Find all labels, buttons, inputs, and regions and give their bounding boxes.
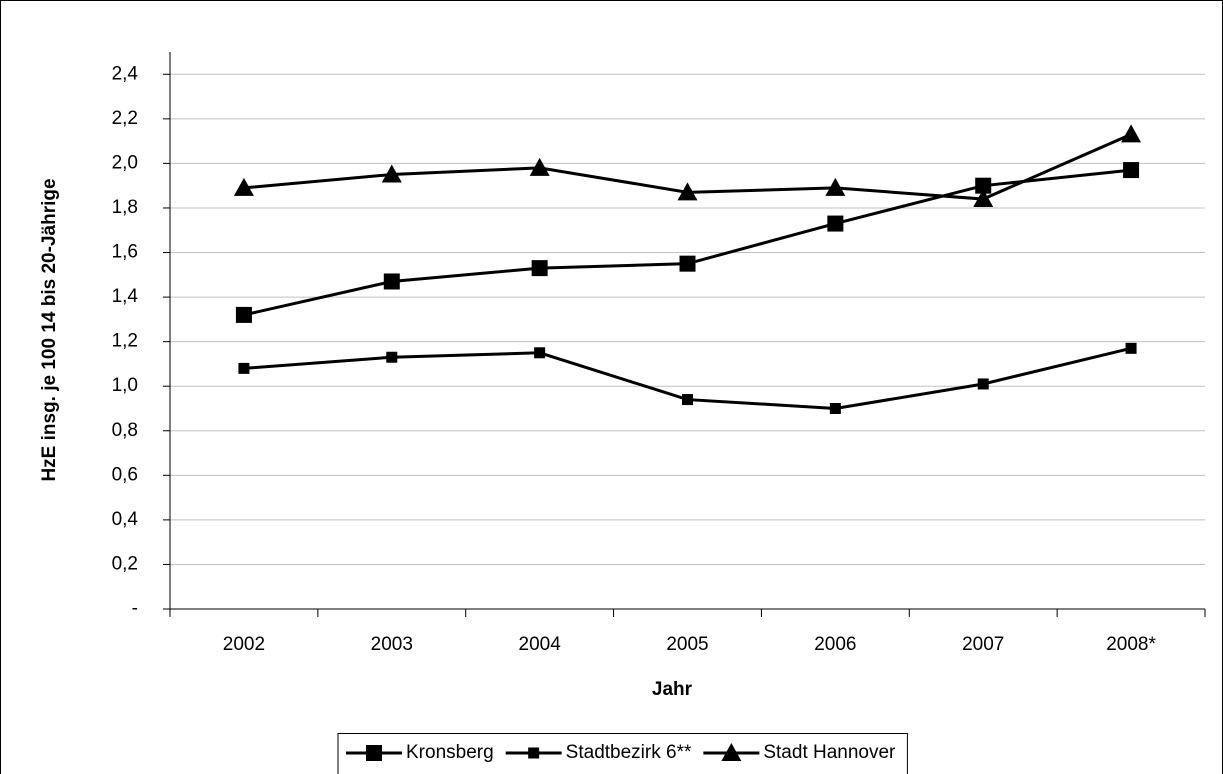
- marker: [682, 394, 693, 406]
- marker: [977, 378, 989, 390]
- marker: [528, 747, 540, 759]
- legend: Kronsberg Stadtbezirk 6** Stadt Hannover: [337, 733, 908, 774]
- x-axis-label: Jahr: [652, 679, 693, 700]
- y-tick-label: -: [132, 598, 138, 619]
- marker: [529, 157, 550, 176]
- marker: [975, 177, 992, 194]
- marker: [233, 177, 254, 196]
- legend-label: Stadt Hannover: [763, 742, 896, 763]
- y-tick-label: 2,0: [112, 152, 138, 173]
- y-tick-label: 0,6: [112, 464, 138, 485]
- marker: [235, 306, 252, 323]
- marker: [386, 351, 398, 363]
- marker: [829, 402, 841, 414]
- marker: [677, 182, 698, 201]
- y-tick-label: 1,8: [112, 197, 138, 218]
- x-tick-label: 2003: [371, 634, 413, 655]
- marker: [531, 260, 548, 277]
- marker: [1121, 124, 1142, 143]
- y-tick-label: 1,4: [112, 286, 139, 307]
- y-tick-label: 1,0: [112, 375, 138, 396]
- marker: [534, 347, 546, 359]
- y-tick-label: 0,8: [112, 420, 138, 441]
- marker: [238, 362, 250, 374]
- marker: [973, 189, 994, 208]
- y-tick-label: 2,4: [112, 63, 139, 84]
- marker: [366, 745, 382, 761]
- marker: [381, 164, 402, 183]
- marker: [721, 743, 742, 761]
- marker: [827, 215, 844, 232]
- x-tick-label: 2005: [666, 634, 708, 655]
- legend-label: Stadtbezirk 6**: [566, 742, 692, 763]
- x-tick-label: 2006: [814, 634, 856, 655]
- marker: [679, 255, 696, 272]
- y-tick-label: 0,2: [112, 553, 138, 574]
- y-tick-label: 0,4: [112, 509, 139, 530]
- x-tick-label: 2007: [962, 634, 1004, 655]
- x-tick-label: 2002: [223, 634, 265, 655]
- x-tick-label: 2004: [519, 634, 562, 655]
- legend-box: [337, 733, 908, 774]
- y-tick-label: 2,2: [112, 108, 138, 129]
- marker: [825, 177, 846, 196]
- marker: [383, 273, 400, 290]
- x-tick-label: 2008*: [1106, 634, 1156, 655]
- marker: [1123, 162, 1140, 179]
- y-axis-label: HzE insg. je 100 14 bis 20-Jährige: [39, 178, 60, 481]
- y-tick-label: 1,2: [112, 331, 138, 352]
- y-tick-label: 1,6: [112, 242, 138, 263]
- marker: [1125, 342, 1137, 354]
- legend-label: Kronsberg: [406, 742, 494, 763]
